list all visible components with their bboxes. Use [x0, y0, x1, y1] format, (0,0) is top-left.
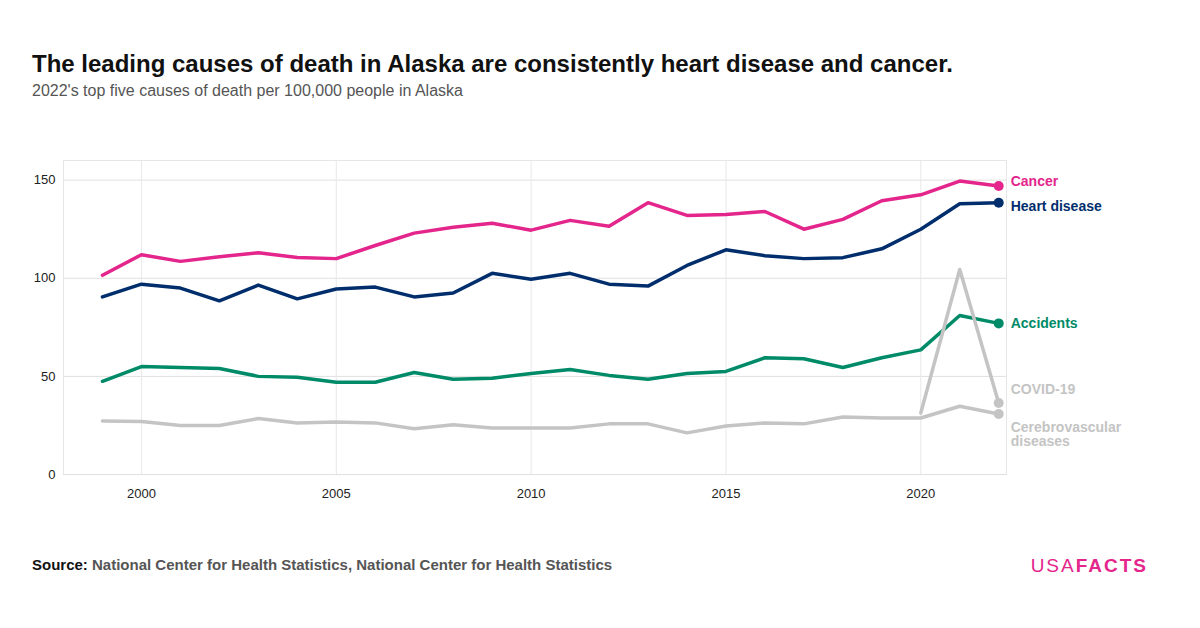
svg-text:50: 50: [41, 369, 55, 384]
svg-text:2010: 2010: [517, 486, 546, 501]
html-text:The leading causes of death in: The leading causes of death in Alaska ar…: [32, 50, 953, 77]
svg-text:0: 0: [48, 467, 55, 482]
html-text:2022's top five causes of deat: 2022's top five causes of death per 100,…: [32, 82, 463, 99]
svg-text:Heart disease: Heart disease: [1011, 198, 1102, 214]
svg-text:Accidents: Accidents: [1011, 315, 1078, 331]
svg-text:2020: 2020: [906, 486, 935, 501]
svg-text:2015: 2015: [711, 486, 740, 501]
svg-text:Cerebrovasculardiseases: Cerebrovasculardiseases: [1011, 419, 1122, 449]
svg-text:COVID-19: COVID-19: [1011, 381, 1076, 397]
svg-text:100: 100: [34, 270, 56, 285]
svg-text:2005: 2005: [322, 486, 351, 501]
svg-text:Cancer: Cancer: [1011, 173, 1059, 189]
svg-text:150: 150: [34, 172, 56, 187]
html-text:Source: National Center for He: Source: National Center for Health Stati…: [32, 556, 613, 573]
svg-text:2000: 2000: [127, 486, 156, 501]
html-text:USA FACTS: USA FACTS: [1030, 555, 1148, 576]
